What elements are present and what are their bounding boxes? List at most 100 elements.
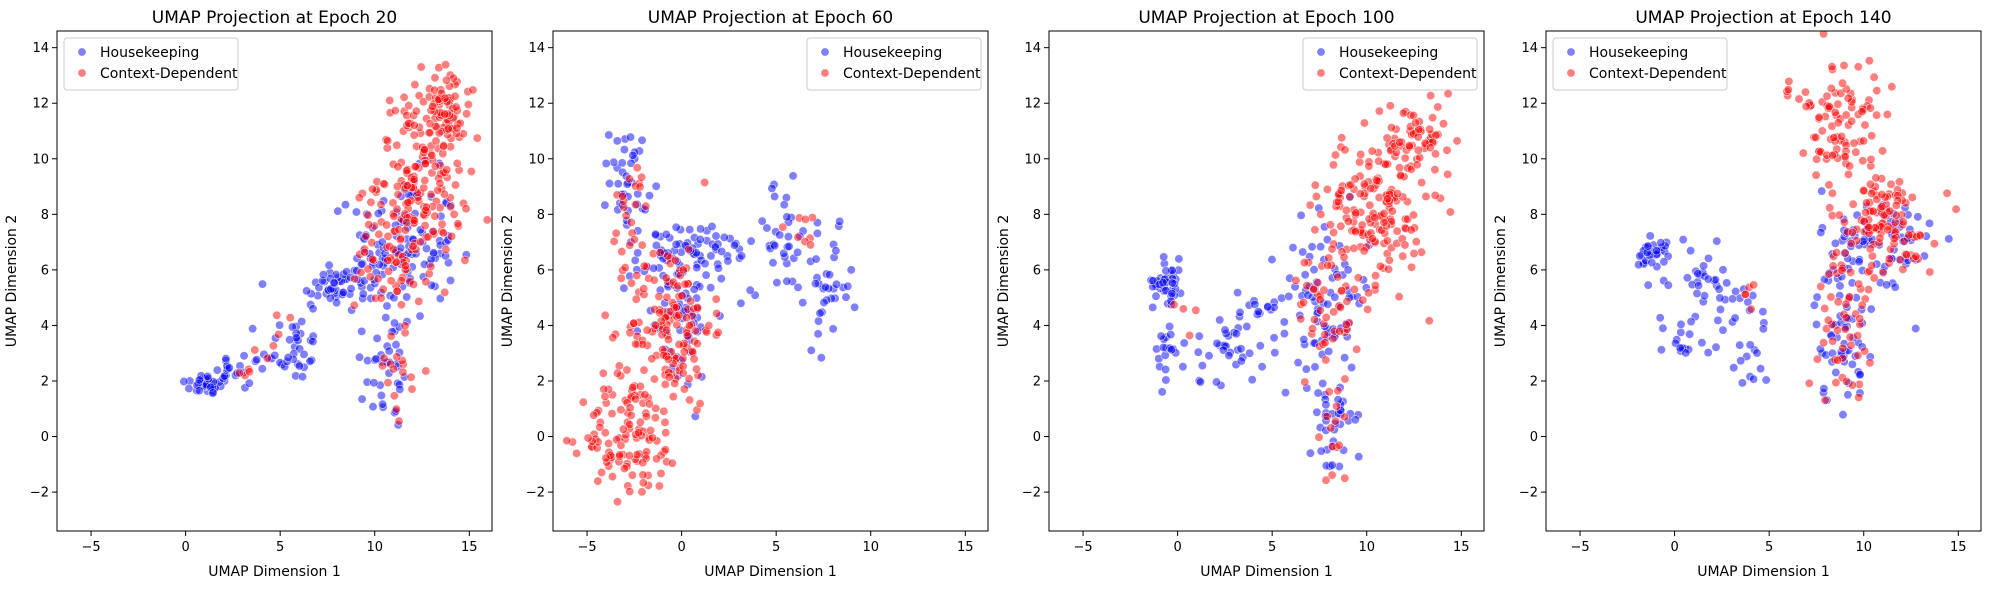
- point-context-dependent: [638, 458, 648, 468]
- scatter-points: [1634, 31, 1961, 420]
- point-context-dependent: [642, 325, 652, 335]
- plot-frame: [56, 30, 493, 532]
- y-tick-label: 2: [1033, 375, 1041, 390]
- point-context-dependent: [285, 313, 295, 323]
- point-context-dependent: [1375, 261, 1385, 271]
- point-housekeeping: [1890, 282, 1900, 292]
- point-housekeeping: [1656, 238, 1666, 248]
- point-context-dependent: [1749, 280, 1759, 290]
- point-housekeeping: [1281, 388, 1291, 398]
- point-housekeeping: [1838, 410, 1848, 420]
- chart-title: UMAP Projection at Epoch 60: [648, 8, 893, 28]
- point-housekeeping: [1728, 294, 1738, 304]
- point-context-dependent: [398, 367, 408, 377]
- point-housekeeping: [1678, 235, 1688, 245]
- point-context-dependent: [1367, 234, 1377, 244]
- point-context-dependent: [1371, 271, 1381, 281]
- point-housekeeping: [831, 279, 841, 289]
- point-housekeeping: [1310, 362, 1320, 372]
- point-housekeeping: [713, 263, 723, 273]
- point-housekeeping: [299, 349, 309, 359]
- point-context-dependent: [1854, 392, 1864, 402]
- point-housekeeping: [831, 246, 841, 256]
- point-housekeeping: [1220, 325, 1230, 335]
- point-housekeeping: [1913, 212, 1923, 222]
- point-context-dependent: [365, 272, 375, 282]
- point-housekeeping: [1166, 329, 1176, 339]
- point-context-dependent: [1855, 314, 1865, 324]
- point-context-dependent: [637, 172, 647, 182]
- point-context-dependent: [1311, 192, 1321, 202]
- point-housekeeping: [1322, 235, 1332, 245]
- point-context-dependent: [1385, 101, 1395, 111]
- point-housekeeping: [793, 247, 803, 257]
- point-housekeeping: [368, 402, 378, 412]
- point-context-dependent: [1841, 299, 1851, 309]
- x-tick-label: 15: [957, 540, 974, 555]
- point-context-dependent: [616, 440, 626, 450]
- point-context-dependent: [1324, 387, 1334, 397]
- point-context-dependent: [1911, 251, 1921, 261]
- point-context-dependent: [367, 238, 377, 248]
- point-context-dependent: [435, 203, 445, 213]
- point-context-dependent: [1878, 268, 1888, 278]
- point-context-dependent: [1185, 330, 1195, 340]
- point-housekeeping: [1655, 313, 1665, 323]
- point-housekeeping: [762, 223, 772, 233]
- point-context-dependent: [654, 481, 664, 491]
- point-context-dependent: [662, 292, 672, 302]
- legend-box: [63, 37, 239, 91]
- point-housekeeping: [757, 216, 767, 226]
- point-housekeeping: [1758, 324, 1768, 334]
- point-context-dependent: [1308, 324, 1318, 334]
- point-context-dependent: [626, 410, 636, 420]
- chart-title: UMAP Projection at Epoch 20: [152, 8, 397, 28]
- point-housekeeping: [671, 222, 681, 232]
- point-context-dependent: [1828, 336, 1838, 346]
- point-context-dependent: [1830, 108, 1840, 118]
- point-context-dependent: [1417, 178, 1427, 188]
- point-housekeeping: [1245, 348, 1255, 358]
- point-context-dependent: [460, 255, 470, 265]
- point-context-dependent: [389, 391, 399, 401]
- point-housekeeping: [825, 270, 835, 280]
- point-context-dependent: [1883, 225, 1893, 235]
- point-housekeeping: [338, 287, 348, 297]
- point-context-dependent: [639, 365, 649, 375]
- point-context-dependent: [440, 109, 450, 119]
- point-housekeeping: [1676, 319, 1686, 329]
- point-housekeeping: [1735, 340, 1745, 350]
- point-context-dependent: [562, 436, 572, 446]
- point-housekeeping: [351, 207, 361, 217]
- point-context-dependent: [625, 486, 635, 496]
- point-context-dependent: [1398, 251, 1408, 261]
- point-context-dependent: [415, 237, 425, 247]
- point-context-dependent: [1846, 340, 1856, 350]
- point-context-dependent: [1346, 180, 1356, 190]
- point-context-dependent: [376, 293, 386, 303]
- point-context-dependent: [1379, 209, 1389, 219]
- point-housekeeping: [1316, 242, 1326, 252]
- plot-frame: [552, 30, 989, 532]
- point-context-dependent: [419, 183, 429, 193]
- y-tick-label: 14: [528, 41, 545, 56]
- point-context-dependent: [1841, 313, 1851, 323]
- point-context-dependent: [1417, 247, 1427, 257]
- point-housekeeping: [650, 229, 660, 239]
- point-context-dependent: [1319, 285, 1329, 295]
- point-context-dependent: [1374, 106, 1384, 116]
- point-housekeeping: [1148, 302, 1158, 312]
- point-housekeeping: [1298, 247, 1308, 257]
- point-context-dependent: [1349, 284, 1359, 294]
- panel-epoch-60: UMAP Projection at Epoch 60 UMAP Dimensi…: [500, 8, 989, 580]
- point-housekeeping: [767, 183, 777, 193]
- point-housekeeping: [1647, 258, 1657, 268]
- point-context-dependent: [589, 410, 599, 420]
- point-context-dependent: [408, 279, 418, 289]
- point-context-dependent: [1324, 253, 1334, 263]
- point-context-dependent: [1425, 124, 1435, 134]
- y-axis-label: UMAP Dimension 2: [500, 215, 516, 348]
- point-context-dependent: [411, 106, 421, 116]
- point-housekeeping: [1686, 317, 1696, 327]
- point-context-dependent: [450, 180, 460, 190]
